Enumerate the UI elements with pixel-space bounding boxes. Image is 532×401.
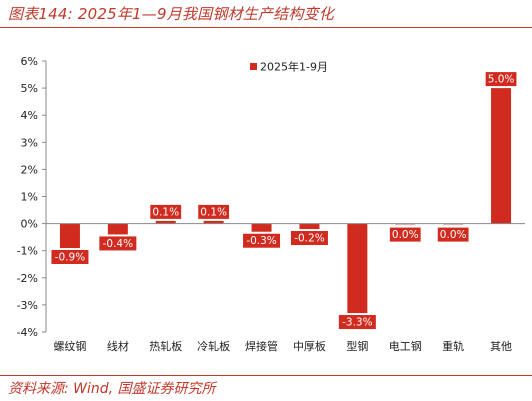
footer-divider xyxy=(0,375,532,376)
data-label-box xyxy=(198,204,230,219)
category-label: 线材 xyxy=(107,339,129,353)
data-label: -0.3% xyxy=(246,235,276,247)
data-label-box xyxy=(99,236,137,251)
y-tick-label: -1% xyxy=(17,245,38,258)
chart-title: 图表144: 2025年1—9月我国钢材生产结构变化 xyxy=(8,5,334,23)
data-label-box xyxy=(485,72,517,87)
y-tick-label: -3% xyxy=(17,299,38,312)
bar xyxy=(155,220,176,224)
data-label-box xyxy=(51,249,89,264)
y-tick-label: 4% xyxy=(21,109,38,122)
y-tick-label: -4% xyxy=(17,326,38,339)
category-label: 其他 xyxy=(490,340,512,353)
y-tick-label: 3% xyxy=(21,136,38,149)
bar xyxy=(59,223,80,248)
title-divider xyxy=(0,27,532,28)
data-label: 0.0% xyxy=(440,229,467,241)
y-tick-label: 1% xyxy=(21,191,38,204)
bar xyxy=(203,220,224,224)
data-label: -3.3% xyxy=(342,317,372,329)
data-label: 5.0% xyxy=(488,74,515,86)
bar xyxy=(107,223,128,235)
data-label-box xyxy=(437,227,469,242)
data-label: -0.2% xyxy=(294,233,324,245)
category-label: 中厚板 xyxy=(293,339,326,353)
y-tick-label: 0% xyxy=(21,218,38,231)
bar-chart: 6% 5% 4% 3% 2% 1% 0% -1% -2% -3% -4% -0.9% 螺纹钢 -0.4% 线… xyxy=(17,55,525,353)
legend-swatch xyxy=(250,63,257,70)
y-tick-label: 2% xyxy=(21,163,38,176)
category-label: 型钢 xyxy=(346,339,368,353)
category-label: 热轧板 xyxy=(149,339,182,353)
data-label-box xyxy=(389,227,421,242)
data-label: -0.4% xyxy=(103,238,133,250)
y-tick-label: -2% xyxy=(17,272,38,285)
category-label: 螺纹钢 xyxy=(53,339,86,353)
source-note: 资料来源: Wind, 国盛证券研究所 xyxy=(8,381,216,397)
data-label-box xyxy=(243,233,281,248)
data-label: -0.9% xyxy=(55,251,85,263)
category-label: 重轨 xyxy=(442,339,464,353)
data-label: 0.1% xyxy=(152,206,179,218)
y-tick-label: 5% xyxy=(21,82,38,95)
data-label: 0.1% xyxy=(200,206,227,218)
data-label-box xyxy=(290,231,328,246)
bar xyxy=(491,88,512,224)
bar xyxy=(299,223,320,230)
y-tick-label: 6% xyxy=(21,55,38,68)
bar xyxy=(251,223,272,232)
category-label: 焊接管 xyxy=(245,339,278,353)
legend-label: 2025年1-9月 xyxy=(260,60,328,74)
category-label: 电工钢 xyxy=(389,340,422,353)
bar xyxy=(347,223,368,314)
data-label: 0.0% xyxy=(392,229,419,241)
data-label-box xyxy=(338,315,376,330)
data-label-box xyxy=(150,204,182,219)
category-label: 冷轧板 xyxy=(197,339,230,353)
